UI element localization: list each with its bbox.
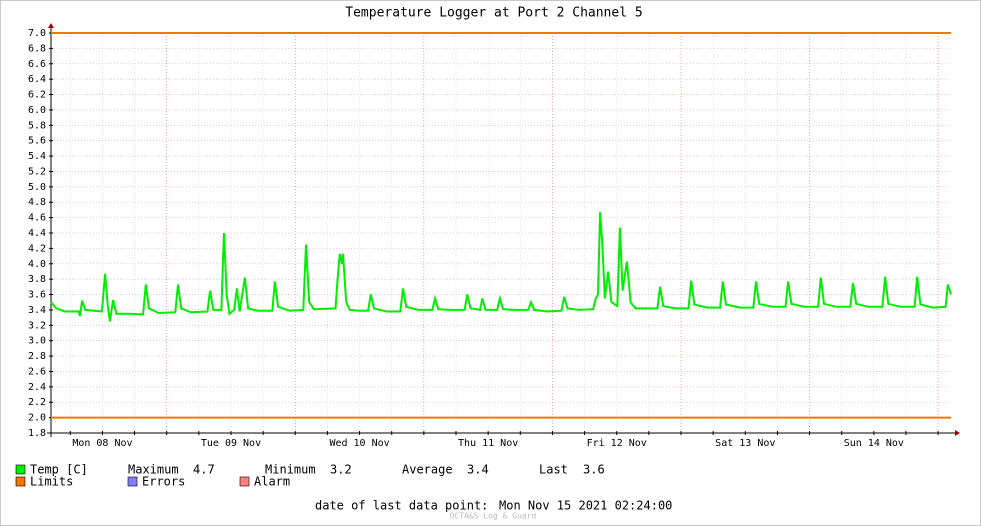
x-tick-label: Fri 12 Nov (587, 438, 647, 449)
y-tick-label: 1.8 (28, 428, 46, 439)
y-tick-label: 4.8 (28, 197, 46, 208)
watermark: OCTA&S Log & Guard (450, 512, 537, 521)
y-tick-label: 4.0 (28, 259, 46, 270)
stat-value: 3.6 (583, 463, 605, 477)
stat-label: Average (402, 463, 453, 477)
y-tick-label: 4.4 (28, 228, 46, 239)
y-tick-label: 4.6 (28, 213, 46, 224)
y-tick-label: 6.6 (28, 59, 46, 70)
stat-label: Maximum (128, 463, 179, 477)
y-tick-label: 3.0 (28, 336, 46, 347)
y-tick-label: 5.2 (28, 166, 46, 177)
y-tick-label: 5.6 (28, 136, 46, 147)
y-tick-label: 3.2 (28, 320, 46, 331)
stat-value: 4.7 (193, 463, 215, 477)
legend-label: Limits (30, 475, 73, 489)
y-tick-label: 2.6 (28, 366, 46, 377)
footer-label: date of last data point: (315, 499, 488, 513)
stat-value: 3.4 (467, 463, 489, 477)
y-tick-label: 3.8 (28, 274, 46, 285)
stat-value: 3.2 (330, 463, 352, 477)
y-tick-label: 7.0 (28, 28, 46, 39)
y-tick-label: 5.8 (28, 120, 46, 131)
legend-label: Errors (142, 475, 185, 489)
y-tick-label: 6.8 (28, 43, 46, 54)
y-tick-label: 3.6 (28, 290, 46, 301)
y-tick-label: 6.2 (28, 90, 46, 101)
data-line (50, 212, 952, 322)
x-tick-label: Mon 08 Nov (72, 438, 132, 449)
y-tick-label: 5.4 (28, 151, 46, 162)
legend-label: Alarm (254, 475, 290, 489)
stat-label: Last (539, 463, 568, 477)
y-tick-label: 2.0 (28, 413, 46, 424)
x-arrow (955, 430, 960, 436)
stat-label: Minimum (265, 463, 316, 477)
y-tick-label: 4.2 (28, 243, 46, 254)
x-tick-label: Sun 14 Nov (844, 438, 904, 449)
legend-swatch (15, 476, 26, 487)
y-tick-label: 2.8 (28, 351, 46, 362)
legend-swatch (239, 476, 250, 487)
y-tick-label: 6.4 (28, 74, 46, 85)
legend-swatch (127, 476, 138, 487)
legend-label: Temp [C] (30, 463, 88, 477)
y-tick-label: 6.0 (28, 105, 46, 116)
chart-title: Temperature Logger at Port 2 Channel 5 (345, 6, 642, 21)
footer-date: Mon Nov 15 2021 02:24:00 (499, 499, 672, 513)
x-tick-label: Wed 10 Nov (329, 438, 389, 449)
x-tick-label: Sat 13 Nov (715, 438, 775, 449)
y-arrow (48, 23, 54, 28)
y-tick-label: 2.4 (28, 382, 46, 393)
x-tick-label: Thu 11 Nov (458, 438, 518, 449)
y-tick-label: 3.4 (28, 305, 46, 316)
y-tick-label: 5.0 (28, 182, 46, 193)
x-tick-label: Tue 09 Nov (201, 438, 261, 449)
y-tick-label: 2.2 (28, 397, 46, 408)
legend-swatch (15, 464, 26, 475)
